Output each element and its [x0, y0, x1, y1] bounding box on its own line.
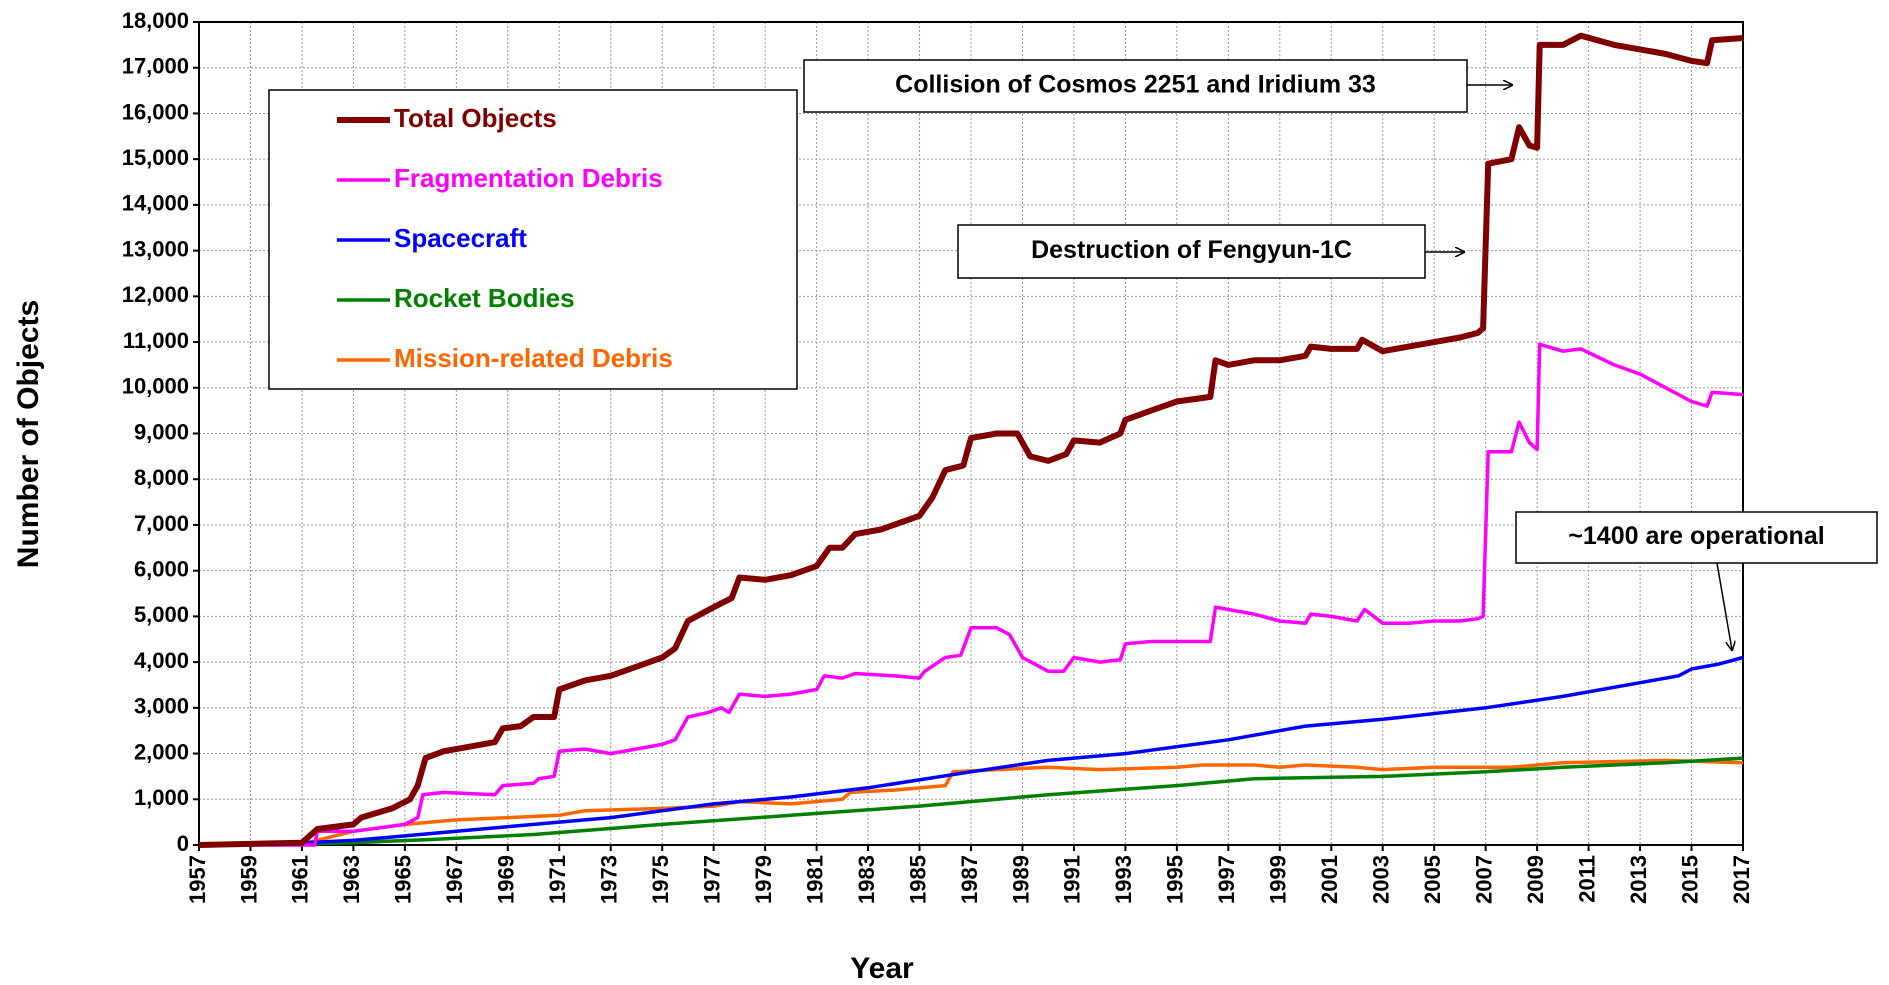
x-tick-label: 2009	[1523, 855, 1548, 904]
y-tick-label: 17,000	[122, 54, 189, 79]
y-tick-label: 3,000	[134, 694, 189, 719]
y-tick-label: 15,000	[122, 145, 189, 170]
x-tick-label: 1969	[494, 855, 519, 904]
x-axis-label: Year	[850, 952, 914, 985]
legend-label: Mission-related Debris	[394, 343, 673, 373]
y-tick-label: 8,000	[134, 465, 189, 490]
y-tick-label: 0	[177, 831, 189, 856]
plot-frame	[198, 21, 1744, 846]
annotation-box	[1515, 511, 1878, 564]
annotation: ~1400 are operational	[1568, 522, 1824, 550]
x-tick-label: 2013	[1626, 855, 1651, 904]
annotation-box	[803, 59, 1468, 113]
x-tick-label: 1985	[905, 855, 930, 904]
y-tick-label: 9,000	[134, 419, 189, 444]
x-tick-label: 1967	[442, 855, 467, 904]
x-tick-label: 1989	[1008, 855, 1033, 904]
series-line	[198, 758, 1744, 847]
x-tick-label: 1977	[699, 855, 724, 904]
x-tick-label: 1983	[854, 855, 879, 904]
x-tick-label: 1995	[1163, 855, 1188, 904]
x-tick-label: 1993	[1111, 855, 1136, 904]
y-tick-label: 5,000	[134, 602, 189, 627]
x-tick-label: 2007	[1471, 855, 1496, 904]
x-tick-label: 1987	[957, 855, 982, 904]
x-tick-label: 1975	[648, 855, 673, 904]
series-line	[198, 756, 1744, 847]
series-line	[199, 342, 1744, 847]
x-tick-label: 1979	[751, 855, 776, 904]
x-tick-label: 2001	[1317, 855, 1342, 904]
x-tick-label: 1957	[185, 855, 210, 904]
x-tick-label: 1999	[1266, 855, 1291, 904]
x-tick-label: 2015	[1677, 855, 1702, 904]
x-tick-label: 1971	[545, 855, 570, 904]
y-tick-label: 14,000	[122, 191, 189, 216]
y-tick-label: 10,000	[122, 374, 189, 399]
y-tick-label: 2,000	[134, 739, 189, 764]
legend-label: Total Objects	[394, 103, 557, 133]
y-axis-label: Number of Objects	[12, 300, 45, 568]
x-tick-label: 1973	[597, 855, 622, 904]
x-tick-label: 1961	[288, 855, 313, 904]
series-line	[198, 655, 1744, 847]
y-tick-label: 18,000	[122, 8, 189, 33]
legend-label: Spacecraft	[394, 223, 527, 253]
x-tick-label: 1963	[339, 855, 364, 904]
x-tick-label: 1959	[236, 855, 261, 904]
series-line	[198, 32, 1744, 848]
y-tick-label: 12,000	[122, 282, 189, 307]
y-tick-label: 13,000	[122, 236, 189, 261]
y-tick-label: 11,000	[123, 328, 189, 353]
annotation: Destruction of Fengyun-1C	[1031, 236, 1352, 264]
x-tick-label: 1997	[1214, 855, 1239, 904]
x-tick-label: 1981	[802, 855, 827, 904]
y-tick-label: 1,000	[134, 785, 189, 810]
y-tick-label: 6,000	[134, 556, 189, 581]
legend-label: Rocket Bodies	[394, 283, 575, 313]
x-tick-label: 2003	[1369, 855, 1394, 904]
x-tick-label: 2005	[1420, 855, 1445, 904]
annotation: Collision of Cosmos 2251 and Iridium 33	[895, 71, 1376, 99]
legend-label: Fragmentation Debris	[394, 163, 663, 193]
x-tick-label: 1965	[391, 855, 416, 904]
y-tick-label: 16,000	[122, 99, 189, 124]
annotation-arrow	[1716, 562, 1732, 650]
y-tick-label: 7,000	[134, 511, 189, 536]
x-tick-label: 2011	[1574, 855, 1599, 903]
x-tick-label: 2017	[1729, 855, 1754, 904]
y-tick-label: 4,000	[134, 648, 189, 673]
x-tick-label: 1991	[1060, 855, 1085, 904]
